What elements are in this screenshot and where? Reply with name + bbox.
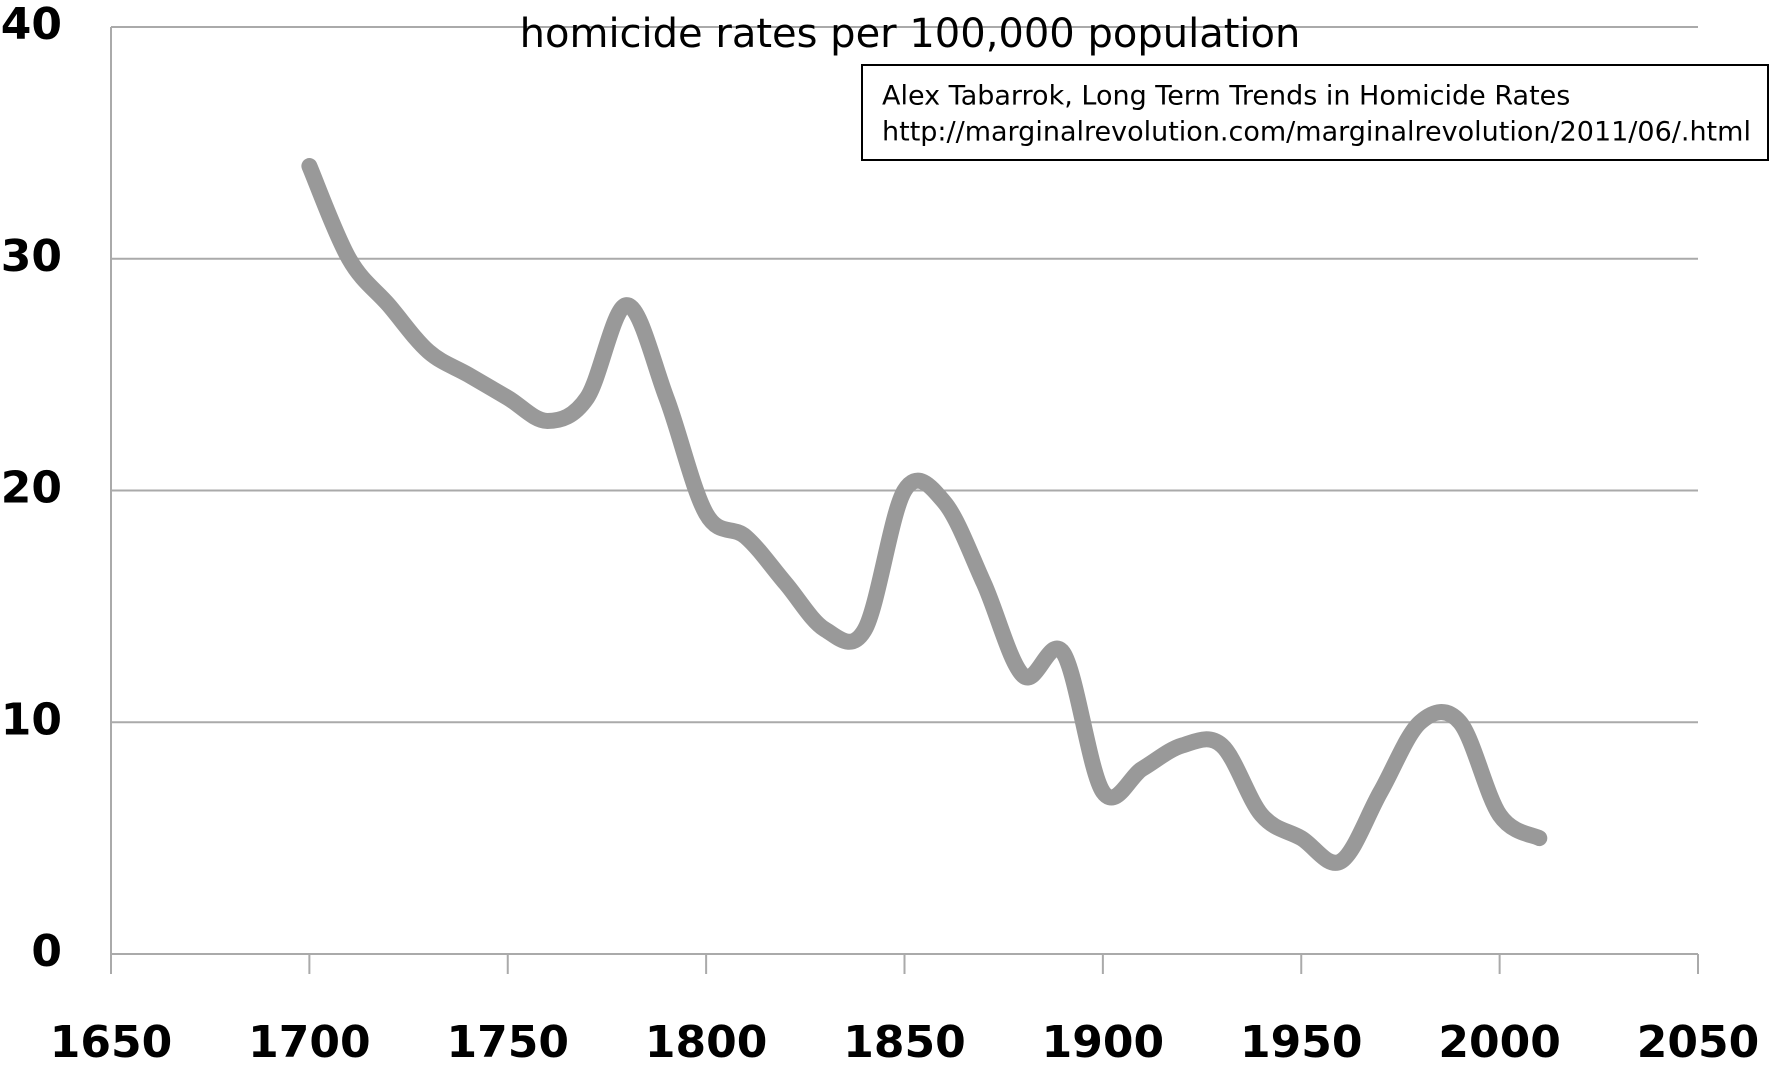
y-tick-label: 0 bbox=[31, 926, 62, 977]
y-tick-label: 40 bbox=[1, 0, 62, 50]
x-tick-label: 1850 bbox=[843, 1017, 965, 1068]
chart-title: homicide rates per 100,000 population bbox=[520, 11, 1301, 57]
x-tick-label: 1800 bbox=[645, 1017, 767, 1068]
y-tick-label: 10 bbox=[1, 694, 62, 745]
x-tick-label: 1650 bbox=[50, 1017, 172, 1068]
y-tick-label: 30 bbox=[1, 231, 62, 282]
y-tick-label: 20 bbox=[1, 463, 62, 514]
x-tick-label: 1750 bbox=[447, 1017, 569, 1068]
annotation-box bbox=[861, 64, 1769, 161]
annotation: Alex Tabarrok, Long Term Trends in Homic… bbox=[882, 81, 1570, 112]
x-tick-label: 2050 bbox=[1637, 1017, 1759, 1068]
x-tick-label: 1700 bbox=[248, 1017, 370, 1068]
line-series bbox=[301, 158, 1548, 871]
x-tick-label: 2000 bbox=[1438, 1017, 1560, 1068]
annotation: http://marginalrevolution.com/marginalre… bbox=[882, 117, 1751, 148]
x-tick-label: 1950 bbox=[1240, 1017, 1362, 1068]
x-tick-label: 1900 bbox=[1042, 1017, 1164, 1068]
